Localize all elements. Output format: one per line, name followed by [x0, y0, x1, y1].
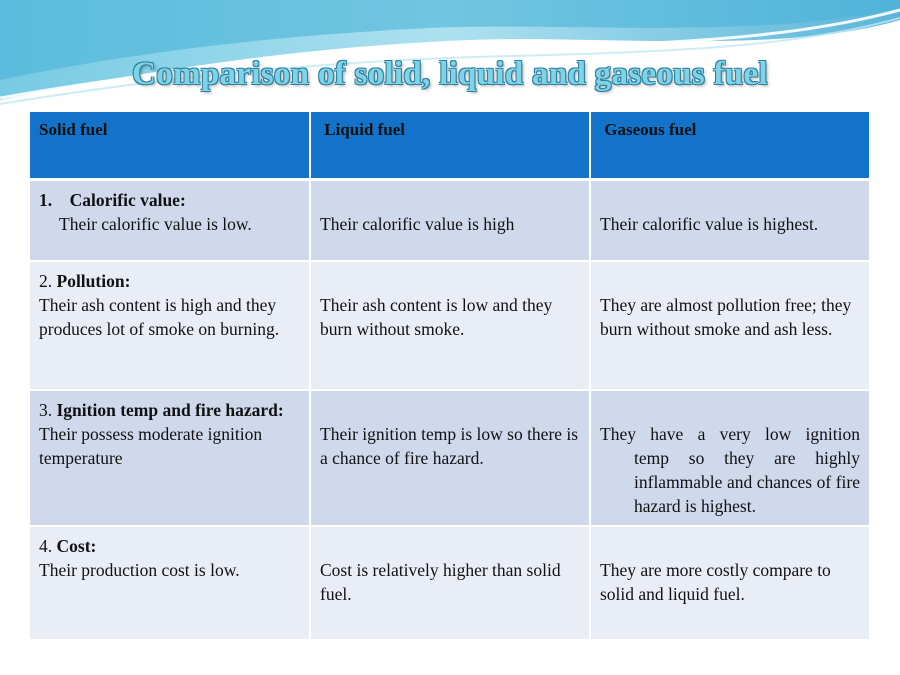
gaseous-rest: temp so they are highly inflammable and … [634, 448, 860, 516]
table-header-row: Solid fuel Liquid fuel Gaseous fuel [30, 112, 871, 181]
table-row: 3. Ignition temp and fire hazard: Their … [30, 390, 871, 527]
row-heading: Pollution: [56, 271, 131, 291]
header-liquid-fuel: Liquid fuel [310, 112, 591, 181]
solid-text: Their production cost is low. [39, 560, 240, 580]
slide-title: Comparison of solid, liquid and gaseous … [132, 56, 768, 92]
solid-text: Their possess moderate ignition temperat… [39, 424, 263, 468]
header-wave-decoration [0, 0, 900, 105]
table-row: 4. Cost: Their production cost is low. C… [30, 526, 871, 641]
cell-liquid: Their ash content is low and they burn w… [310, 261, 591, 391]
cell-solid: 4. Cost: Their production cost is low. [30, 526, 311, 641]
table-row: 1. Calorific value: Their calorific valu… [30, 179, 871, 262]
cell-solid: 1. Calorific value: Their calorific valu… [30, 179, 311, 262]
cell-gaseous: Their calorific value is highest. [590, 179, 871, 262]
cell-liquid: Their ignition temp is low so there is a… [310, 390, 591, 527]
cell-solid: 2. Pollution: Their ash content is high … [30, 261, 311, 391]
solid-text: Their ash content is high and they produ… [39, 295, 280, 339]
solid-text: Their calorific value is low. [59, 213, 252, 234]
header-gaseous-fuel: Gaseous fuel [590, 112, 871, 181]
cell-liquid: Their calorific value is high [310, 179, 591, 262]
row-number: 1. Calorific value: [39, 189, 186, 210]
cell-gaseous: They are almost pollution free; they bur… [590, 261, 871, 391]
table-row: 2. Pollution: Their ash content is high … [30, 261, 871, 391]
row-heading: Calorific value: [69, 189, 186, 210]
header-solid-fuel: Solid fuel [30, 112, 311, 181]
row-heading: Ignition temp and fire hazard: [56, 400, 284, 420]
cell-gaseous: They are more costly compare to solid an… [590, 526, 871, 641]
cell-solid: 3. Ignition temp and fire hazard: Their … [30, 390, 311, 527]
row-heading: Cost: [56, 536, 97, 556]
row-number: 2. [39, 271, 53, 291]
fuel-comparison-table: Solid fuel Liquid fuel Gaseous fuel 1. C… [30, 112, 871, 641]
row-number: 4. [39, 536, 53, 556]
row-number: 3. [39, 400, 53, 420]
cell-liquid: Cost is relatively higher than solid fue… [310, 526, 591, 641]
cell-gaseous: They have a very low ignition temp so th… [590, 390, 871, 527]
gaseous-first-line: They have a very low ignition [600, 424, 860, 444]
